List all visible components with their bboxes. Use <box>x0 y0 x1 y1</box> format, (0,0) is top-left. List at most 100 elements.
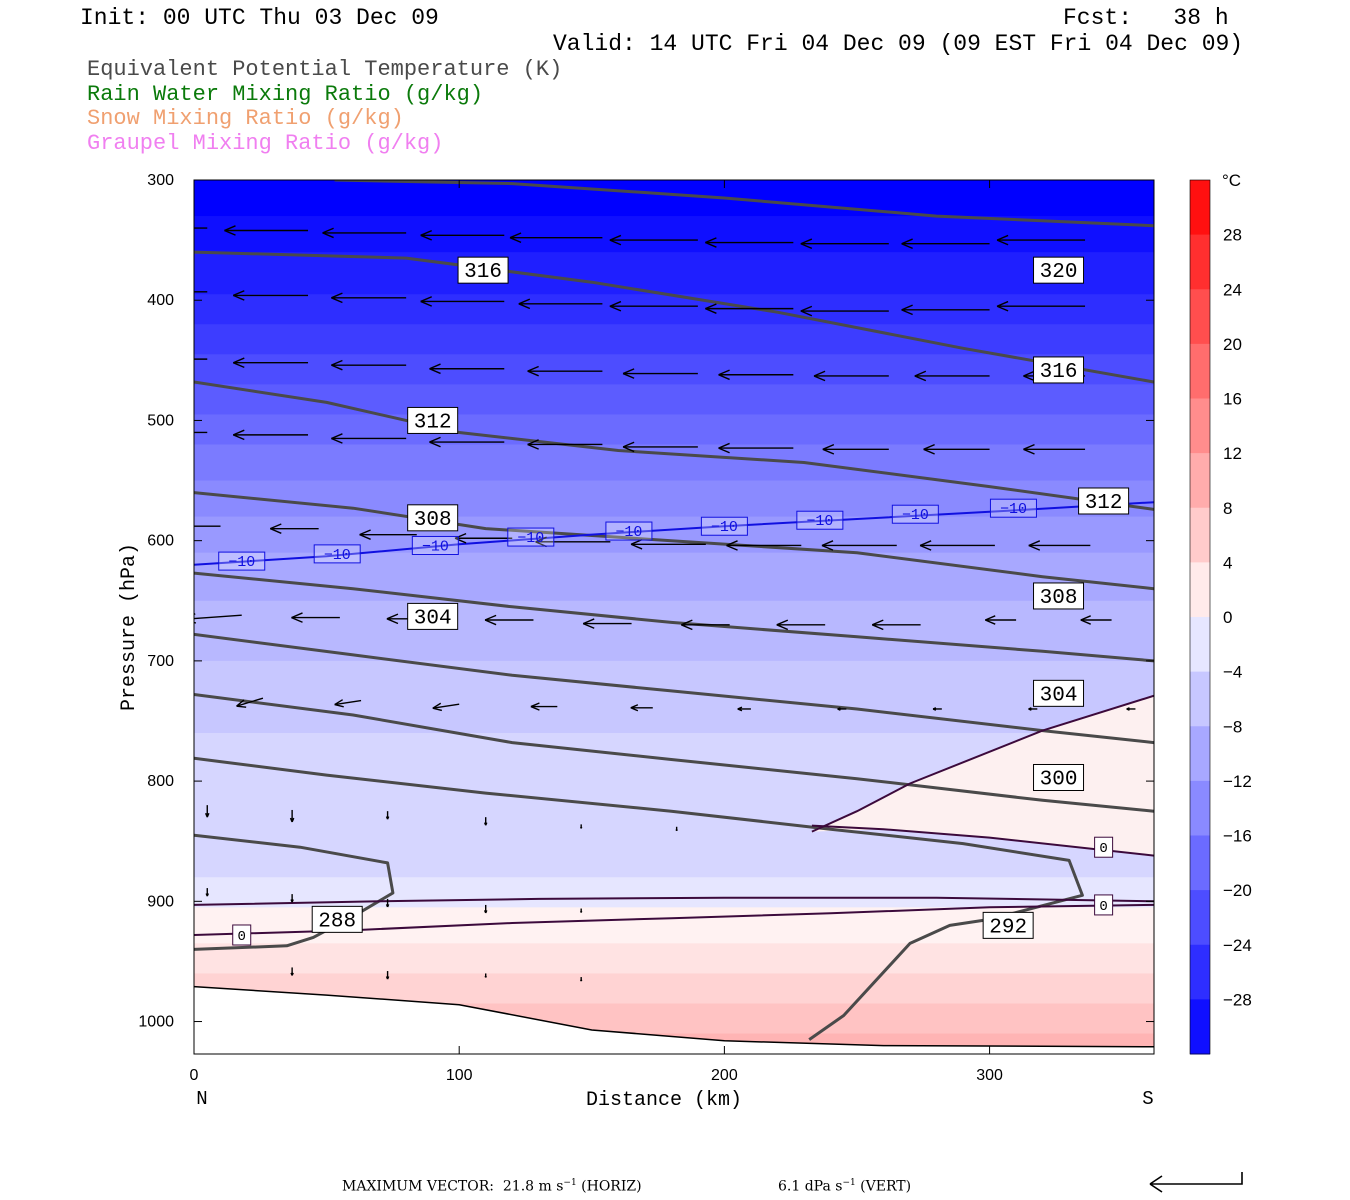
wind-vector-head <box>530 702 540 711</box>
wind-vector-shaft <box>236 697 264 707</box>
wind-vector-head <box>232 357 245 369</box>
wind-vector-head <box>996 234 1009 246</box>
wind-vector <box>821 540 897 551</box>
wind-vector-head <box>289 817 295 823</box>
wind-vector-head <box>386 613 399 625</box>
wind-vector-head <box>579 910 583 913</box>
theta-e-label-text: 288 <box>318 910 356 933</box>
colorbar-segment <box>1190 234 1210 290</box>
theta-e-label-box <box>1033 763 1085 791</box>
theta-e-label-box <box>1033 356 1085 384</box>
wind-vector <box>718 442 794 454</box>
init-time: Init: 00 UTC Thu 03 Dec 09 <box>80 5 439 31</box>
colorbar-segment <box>1190 562 1210 618</box>
wind-vector-head <box>385 904 390 908</box>
theta-e-contour-304 <box>194 571 1154 663</box>
wind-vector <box>290 967 294 976</box>
wind-vector-head <box>420 229 433 241</box>
wind-vector <box>289 809 295 823</box>
wind-vector-head <box>385 816 390 820</box>
theta-e-label-text: 304 <box>414 607 452 630</box>
wind-vector <box>901 238 990 250</box>
wind-vector-head <box>609 234 622 246</box>
wind-vector-head <box>432 702 443 712</box>
wind-vector-head <box>1028 540 1041 551</box>
temp-band <box>194 252 1154 296</box>
wind-vector <box>420 296 505 307</box>
wind-vector-head <box>331 292 343 304</box>
theta-e-label-text: 292 <box>989 916 1027 939</box>
wind-vector <box>579 824 583 829</box>
isotherm-label-box <box>507 527 555 547</box>
wind-vector-head <box>124 287 135 296</box>
wind-vector-head <box>224 225 236 236</box>
wind-vector-head <box>518 298 531 310</box>
wind-vector-head <box>1080 615 1091 625</box>
theta-e-label-text: 308 <box>414 509 452 532</box>
wind-vector-head <box>290 899 294 903</box>
theta-e-label-text: 312 <box>414 411 452 434</box>
wind-vector <box>681 619 730 631</box>
y-tick-label: 800 <box>147 773 174 790</box>
wind-vector <box>232 290 309 301</box>
isotherm-label: −10 <box>605 521 653 541</box>
theta-e-label-text: 320 <box>1040 261 1078 284</box>
colorbar-tick-label: −20 <box>1223 881 1252 900</box>
colorbar-segment <box>1190 507 1210 563</box>
isotherm-label: −10 <box>796 510 844 530</box>
wind-vector <box>429 363 505 375</box>
wind-vector-head <box>837 707 841 711</box>
wind-vector-head <box>483 822 488 826</box>
wind-vector-head <box>1126 707 1130 711</box>
wind-vector <box>901 304 990 316</box>
wind-vector-head <box>914 370 927 382</box>
wind-vector-head <box>582 618 595 629</box>
wind-vector-head <box>901 238 913 250</box>
wind-vector-head <box>331 359 343 371</box>
colorbar-tick-label: −24 <box>1223 936 1252 955</box>
theta-e-label-box <box>311 905 363 933</box>
wind-vector-head <box>1023 443 1035 455</box>
isotherm-label: −10 <box>218 551 266 571</box>
isotherm-label-text: −10 <box>902 507 929 524</box>
wind-vector-head <box>232 290 245 301</box>
wind-vector-head <box>385 976 390 980</box>
wind-vector-head <box>932 707 937 711</box>
wind-vector <box>622 441 698 453</box>
wind-vector <box>871 619 921 631</box>
theta-e-label-box <box>407 602 459 630</box>
wind-vector-head <box>334 699 344 708</box>
wind-vector-head <box>705 237 717 248</box>
colorbar-segment <box>1190 398 1210 454</box>
x-tick-label: 100 <box>446 1067 473 1084</box>
isotherm-label-box <box>218 551 266 571</box>
wind-vector-head <box>996 300 1009 312</box>
wind-vector <box>1023 443 1086 455</box>
wind-vector <box>484 973 487 978</box>
theta-e-contour-312 <box>194 380 1154 511</box>
wind-vector-head <box>236 699 247 708</box>
wind-vector-head <box>204 813 210 818</box>
legend-graupel: Graupel Mixing Ratio (g/kg) <box>87 131 444 156</box>
temp-band <box>194 414 1154 446</box>
legend-theta-e: Equivalent Potential Temperature (K) <box>87 57 563 82</box>
isotherm-label: −10 <box>891 504 939 524</box>
isotherm-label: −10 <box>411 535 459 555</box>
x-end-label-north: N <box>196 1088 207 1110</box>
wind-vector-head <box>821 540 834 551</box>
wind-vector-head <box>269 523 282 534</box>
wind-vector <box>705 237 794 248</box>
wind-vector <box>800 238 889 250</box>
wind-vector-head <box>718 442 730 454</box>
wind-vector-head <box>919 540 932 551</box>
colorbar-segment <box>1190 671 1210 727</box>
wind-vector-head <box>290 972 294 976</box>
wind-vector <box>776 619 826 631</box>
wind-vector <box>232 429 309 441</box>
zero-label-text: 0 <box>1099 899 1107 915</box>
wind-vector-head <box>454 532 467 544</box>
theta-e-label-box <box>1033 679 1085 707</box>
wind-vector <box>609 300 698 312</box>
y-tick-label: 900 <box>147 893 174 910</box>
y-tick-label: 600 <box>147 533 174 550</box>
